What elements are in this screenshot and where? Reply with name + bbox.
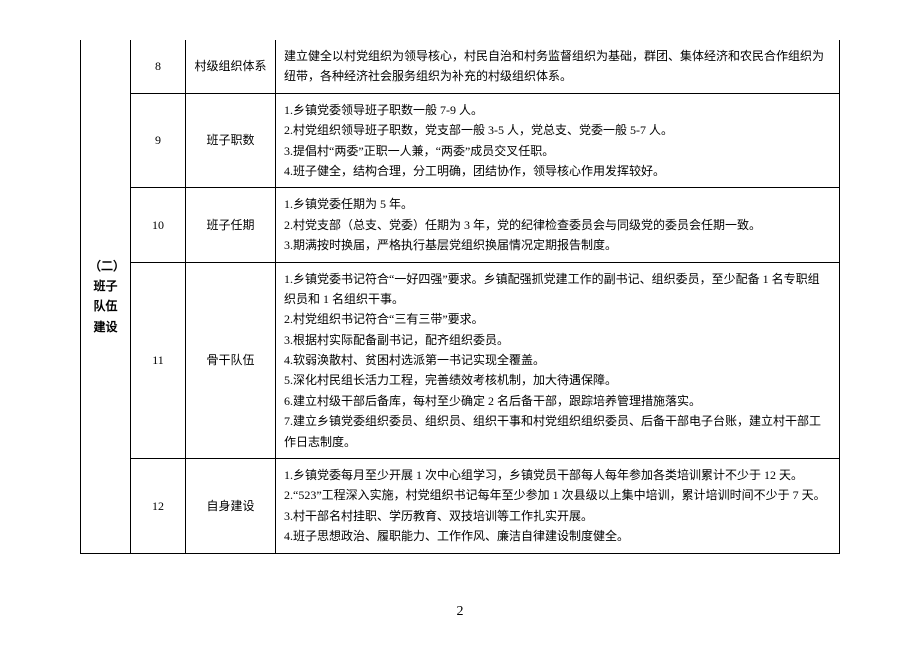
cell-num: 8 [131, 40, 186, 93]
cell-name: 骨干队伍 [186, 262, 276, 459]
cell-desc: 1.乡镇党委领导班子职数一般 7-9 人。 2.村党组织领导班子职数，党支部一般… [276, 93, 840, 188]
table-row: 12 自身建设 1.乡镇党委每月至少开展 1 次中心组学习，乡镇党员干部每人每年… [81, 459, 840, 554]
cell-name: 村级组织体系 [186, 40, 276, 93]
cell-desc: 1.乡镇党委任期为 5 年。 2.村党支部（总支、党委）任期为 3 年，党的纪律… [276, 188, 840, 262]
table-row: 9 班子职数 1.乡镇党委领导班子职数一般 7-9 人。 2.村党组织领导班子职… [81, 93, 840, 188]
page-number: 2 [80, 604, 840, 620]
cell-name: 自身建设 [186, 459, 276, 554]
table-row: 10 班子任期 1.乡镇党委任期为 5 年。 2.村党支部（总支、党委）任期为 … [81, 188, 840, 262]
cell-num: 10 [131, 188, 186, 262]
cell-desc: 1.乡镇党委每月至少开展 1 次中心组学习，乡镇党员干部每人每年参加各类培训累计… [276, 459, 840, 554]
table-row: （二） 班子 队伍 建设 8 村级组织体系 建立健全以村党组织为领导核心，村民自… [81, 40, 840, 93]
cell-num: 9 [131, 93, 186, 188]
cell-desc: 1.乡镇党委书记符合“一好四强”要求。乡镇配强抓党建工作的副书记、组织委员，至少… [276, 262, 840, 459]
cell-name: 班子任期 [186, 188, 276, 262]
section-label: （二） 班子 队伍 建设 [81, 40, 131, 553]
cell-desc: 建立健全以村党组织为领导核心，村民自治和村务监督组织为基础，群团、集体经济和农民… [276, 40, 840, 93]
table-row: 11 骨干队伍 1.乡镇党委书记符合“一好四强”要求。乡镇配强抓党建工作的副书记… [81, 262, 840, 459]
cell-name: 班子职数 [186, 93, 276, 188]
standards-table: （二） 班子 队伍 建设 8 村级组织体系 建立健全以村党组织为领导核心，村民自… [80, 40, 840, 554]
cell-num: 11 [131, 262, 186, 459]
cell-num: 12 [131, 459, 186, 554]
